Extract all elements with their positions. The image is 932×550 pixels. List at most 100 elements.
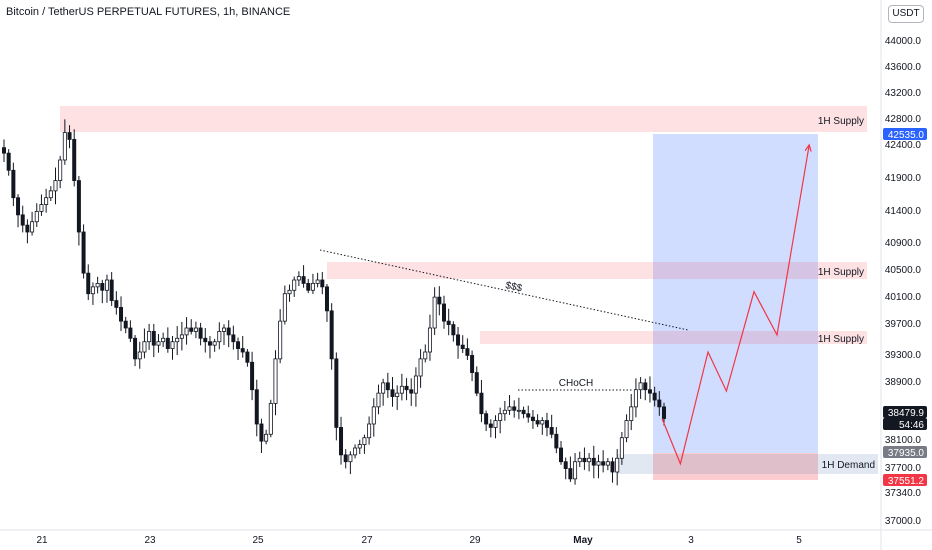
candle — [409, 378, 414, 406]
choch-label: CHoCH — [559, 378, 593, 389]
x-tick-label: 21 — [36, 535, 48, 546]
candle — [128, 320, 133, 343]
candle — [488, 419, 493, 438]
projection-path[interactable] — [661, 144, 810, 466]
x-tick-label: 5 — [796, 535, 802, 546]
candle — [516, 397, 521, 420]
candle — [577, 451, 582, 467]
candle — [11, 162, 16, 207]
candle — [203, 328, 208, 353]
candle — [334, 352, 339, 441]
candle — [619, 431, 624, 465]
candle — [460, 335, 465, 354]
price-label-entry: 37935.0 — [883, 446, 927, 459]
currency-button[interactable]: USDT — [888, 5, 924, 23]
y-tick-label: 38100.0 — [885, 435, 922, 446]
candle — [189, 319, 194, 335]
candle — [638, 377, 643, 399]
candle — [2, 139, 7, 163]
candle — [212, 338, 217, 352]
candle — [563, 457, 568, 480]
candle — [165, 327, 170, 353]
candle — [610, 457, 615, 483]
zones-layer — [60, 106, 878, 480]
candle — [357, 439, 362, 455]
candle — [484, 410, 489, 432]
x-tick-label: 25 — [252, 535, 264, 546]
candle — [301, 265, 306, 288]
target-box[interactable] — [653, 134, 818, 453]
candle — [339, 416, 344, 465]
candle — [643, 378, 648, 401]
candle — [470, 350, 475, 382]
candle — [540, 417, 545, 435]
candle — [413, 367, 418, 407]
candle — [502, 400, 507, 421]
y-tick-label: 44000.0 — [885, 36, 922, 47]
candle — [198, 322, 203, 346]
candle — [362, 434, 367, 454]
candle — [221, 324, 226, 346]
y-tick-label: 39300.0 — [885, 350, 922, 361]
zone-1[interactable] — [60, 106, 867, 132]
y-tick-label: 40500.0 — [885, 265, 922, 276]
y-tick-label: 37000.0 — [885, 516, 922, 527]
liquidity-label: $$$ — [504, 280, 523, 294]
svg-text:42535.0: 42535.0 — [888, 130, 925, 141]
candle — [390, 377, 395, 407]
y-tick-label: 42400.0 — [885, 140, 922, 151]
candle — [441, 295, 446, 329]
candle — [30, 211, 35, 236]
candle — [292, 276, 297, 297]
candle — [329, 303, 334, 370]
price-label-target: 42535.0 — [883, 128, 927, 141]
zone-3[interactable] — [480, 331, 867, 344]
stop-box[interactable] — [653, 453, 818, 480]
candle — [582, 447, 587, 470]
chart-title: Bitcoin / TetherUS PERPETUAL FUTURES, 1h… — [6, 6, 291, 18]
candle — [385, 372, 390, 398]
candle — [62, 119, 67, 165]
candle — [554, 427, 559, 454]
candle — [86, 264, 91, 301]
candle — [133, 335, 138, 367]
y-tick-label: 42800.0 — [885, 114, 922, 125]
candle — [615, 449, 620, 486]
candle — [535, 414, 540, 428]
candle — [72, 129, 77, 187]
candle — [236, 337, 241, 361]
candle — [39, 194, 44, 216]
candle — [44, 188, 49, 213]
candles-layer — [2, 119, 667, 486]
candle — [324, 284, 329, 322]
candle — [423, 344, 428, 363]
price-label-last: 38479.9 — [883, 406, 927, 419]
candle — [404, 378, 409, 401]
candle — [310, 273, 315, 294]
candle — [315, 272, 320, 288]
candle — [147, 323, 152, 350]
candle — [6, 149, 11, 176]
zone-label-1: 1H Supply — [818, 116, 864, 127]
candle — [348, 451, 353, 475]
candle — [231, 325, 236, 350]
candle — [633, 378, 638, 418]
labels-layer: 1H Supply 1H Supply 1H Supply 1H Demand $$$ C… — [504, 116, 927, 487]
zone-4[interactable] — [617, 454, 878, 474]
candle — [273, 350, 278, 416]
candle — [451, 321, 456, 342]
y-tick-label: 40100.0 — [885, 292, 922, 303]
x-tick-label: May — [573, 535, 593, 546]
y-tick-label: 40900.0 — [885, 238, 922, 249]
candle — [53, 167, 58, 205]
x-tick-label: 3 — [688, 535, 694, 546]
svg-text:37551.2: 37551.2 — [888, 476, 925, 487]
candle — [573, 453, 578, 485]
candle — [624, 414, 629, 443]
y-tick-label: 38900.0 — [885, 377, 922, 388]
candle — [367, 416, 372, 445]
candle — [493, 415, 498, 439]
zone-2[interactable] — [327, 262, 867, 279]
x-tick-label: 27 — [361, 535, 373, 546]
